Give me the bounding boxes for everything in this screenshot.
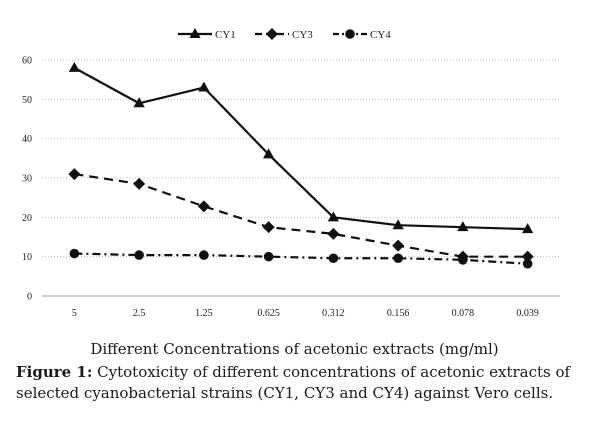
data-point-cy4 <box>199 250 209 260</box>
x-tick-label: 1.25 <box>195 308 213 319</box>
data-point-cy1 <box>133 97 145 108</box>
x-axis-label: Different Concentrations of acetonic ext… <box>90 340 499 358</box>
y-tick-label: 0 <box>27 292 32 303</box>
x-tick-label: 0.039 <box>516 308 539 319</box>
line-chart: 0 10 20 30 40 50 60 5 2.5 1.25 0.625 0.312 0.156 0.0… <box>22 28 560 319</box>
y-tick-label: 10 <box>22 252 32 263</box>
data-point-cy1 <box>198 81 210 92</box>
data-point-cy3 <box>68 168 81 181</box>
x-tick-label: 0.078 <box>452 308 475 319</box>
data-point-cy3 <box>327 227 340 240</box>
gridlines <box>42 59 560 258</box>
data-point-cy1 <box>327 211 339 222</box>
x-tick-label: 0.312 <box>322 308 345 319</box>
data-point-cy4 <box>522 258 533 269</box>
legend-label: CY4 <box>370 29 391 41</box>
data-point-cy1 <box>522 223 534 234</box>
data-point-cy1 <box>392 219 404 230</box>
x-tick-label: 2.5 <box>133 308 146 319</box>
data-point-cy3 <box>262 221 275 234</box>
data-point-cy4 <box>458 255 468 265</box>
legend: CY1 CY3 CY4 <box>178 28 391 41</box>
series-line-cy3 <box>74 172 528 258</box>
data-point-cy3 <box>392 239 405 252</box>
data-point-cy4 <box>134 250 144 260</box>
y-tick-label: 40 <box>22 134 32 145</box>
y-tick-labels: 0 10 20 30 40 50 60 <box>22 56 32 303</box>
caption-text: Cytotoxicity of different concentrations… <box>16 363 571 402</box>
figure-label: Figure 1: <box>16 363 93 381</box>
legend-item-cy3: CY3 <box>255 28 313 41</box>
legend-marker <box>345 29 355 39</box>
series-cy3 <box>68 168 534 263</box>
y-tick-label: 50 <box>22 95 32 106</box>
series-lines <box>68 61 534 269</box>
series-line-cy1 <box>73 66 528 231</box>
data-point-cy4 <box>328 253 339 264</box>
y-tick-label: 30 <box>22 174 32 185</box>
legend-item-cy1: CY1 <box>178 28 236 41</box>
x-tick-label: 0.625 <box>257 308 280 319</box>
data-point-cy3 <box>197 200 210 213</box>
data-point-cy1 <box>68 61 80 72</box>
data-point-cy4 <box>393 253 403 264</box>
data-point-cy4 <box>263 251 274 262</box>
x-tick-label: 0.156 <box>387 308 410 319</box>
x-tick-label: 5 <box>72 308 77 319</box>
legend-label: CY1 <box>215 29 236 41</box>
figure-caption: Figure 1: Cytotoxicity of different conc… <box>16 362 576 404</box>
data-point-cy4 <box>69 248 80 259</box>
x-tick-labels: 5 2.5 1.25 0.625 0.312 0.156 0.078 0.039 <box>72 308 539 319</box>
series-line-cy4 <box>74 252 528 265</box>
data-point-cy1 <box>457 221 469 232</box>
data-point-cy1 <box>263 148 275 159</box>
y-tick-label: 60 <box>22 56 32 67</box>
series-cy1 <box>68 61 534 234</box>
y-tick-label: 20 <box>22 213 32 224</box>
legend-marker <box>189 28 201 38</box>
data-point-cy3 <box>521 250 534 263</box>
data-point-cy3 <box>133 177 146 190</box>
legend-item-cy4: CY4 <box>333 29 391 41</box>
legend-label: CY3 <box>292 29 313 41</box>
series-cy4 <box>69 248 533 269</box>
legend-marker <box>266 28 278 40</box>
